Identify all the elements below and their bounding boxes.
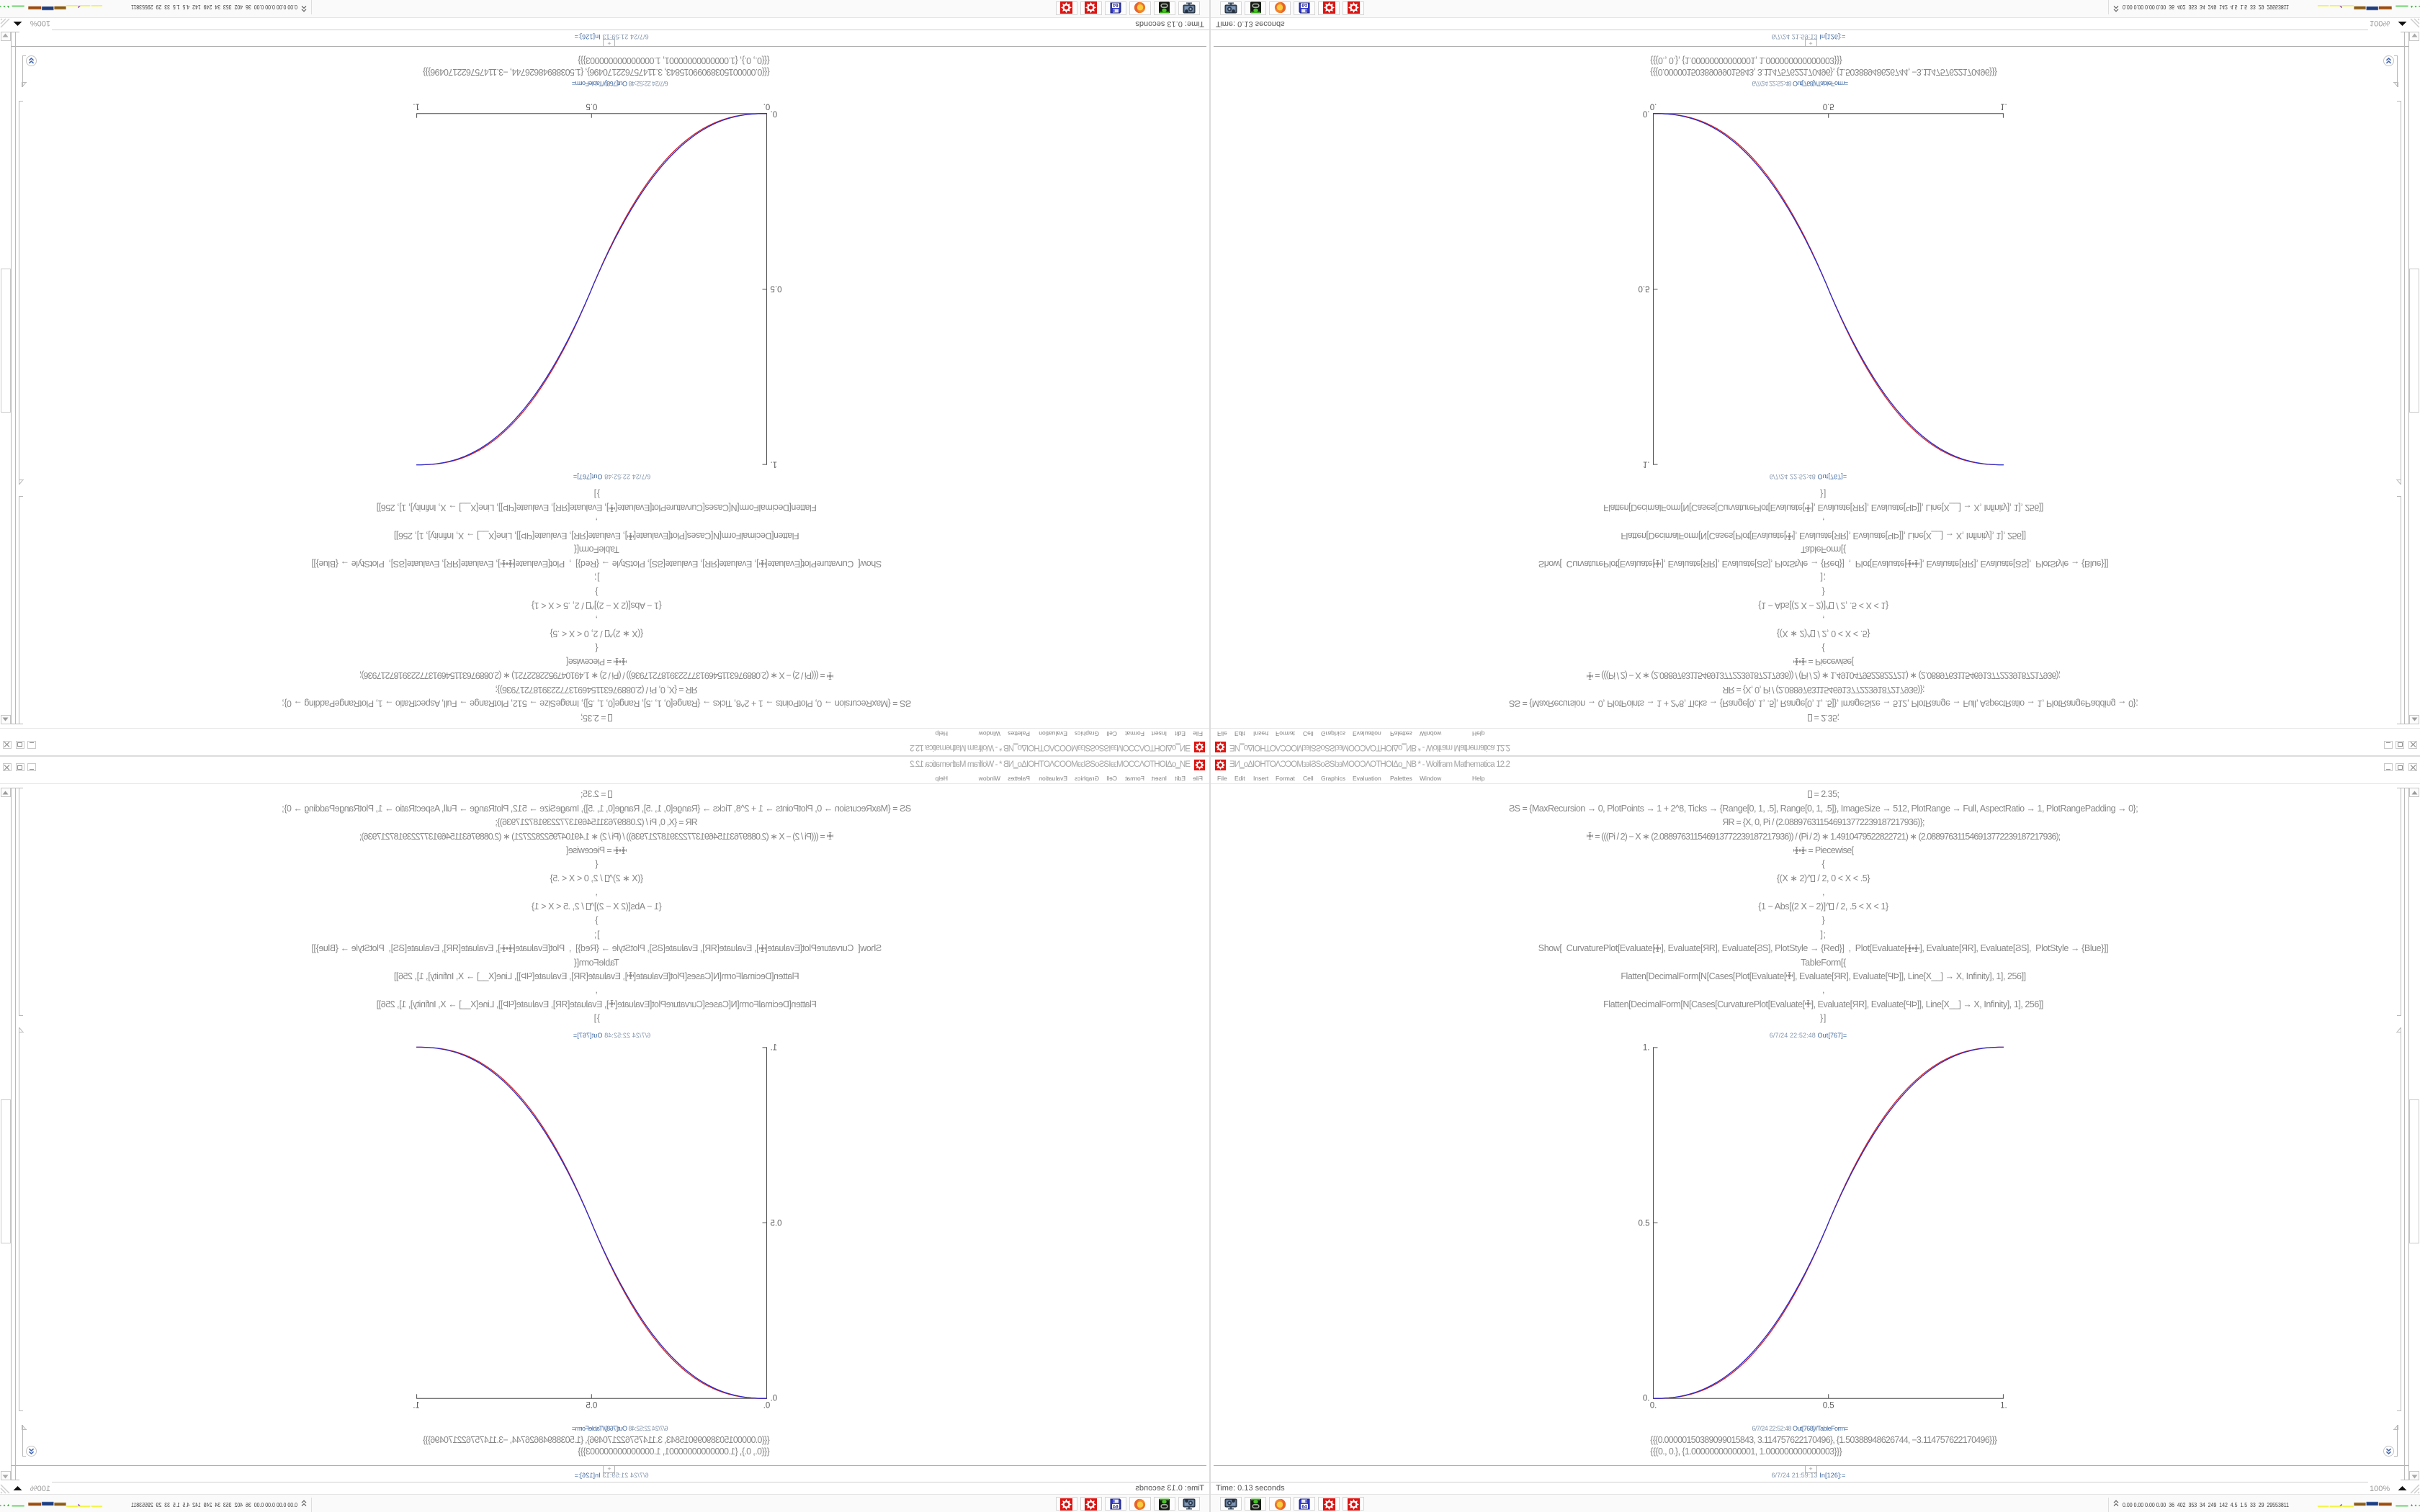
svg-text:1.: 1.: [413, 102, 420, 111]
svg-text:1.: 1.: [1643, 1043, 1650, 1052]
svg-text:1.: 1.: [771, 460, 778, 469]
svg-text:0.5: 0.5: [1823, 1401, 1834, 1410]
svg-text:0.: 0.: [771, 1394, 778, 1403]
svg-text:0.: 0.: [763, 102, 771, 111]
svg-text:1.: 1.: [2000, 102, 2007, 111]
svg-text:0.5: 0.5: [1823, 102, 1834, 111]
svg-text:64: 64: [1113, 2, 1119, 7]
svg-text:1.: 1.: [413, 1401, 420, 1410]
svg-text:1.: 1.: [2000, 1401, 2007, 1410]
svg-text:64: 64: [1301, 1505, 1307, 1510]
svg-text:0.5: 0.5: [586, 102, 597, 111]
svg-text:0.5: 0.5: [1639, 1219, 1650, 1228]
svg-text:0.5: 0.5: [771, 1219, 782, 1228]
svg-text:0.: 0.: [763, 1401, 771, 1410]
svg-text:64: 64: [1301, 2, 1307, 7]
svg-text:0.: 0.: [771, 109, 778, 118]
svg-text:64: 64: [1113, 1505, 1119, 1510]
svg-text:1.: 1.: [771, 1043, 778, 1052]
svg-text:0.: 0.: [1643, 1394, 1650, 1403]
svg-text:0.: 0.: [1650, 102, 1657, 111]
svg-text:0.: 0.: [1650, 1401, 1657, 1410]
svg-text:1.: 1.: [1643, 460, 1650, 469]
svg-text:0.: 0.: [1643, 109, 1650, 118]
svg-text:0.5: 0.5: [1639, 284, 1650, 293]
svg-text:0.5: 0.5: [586, 1401, 597, 1410]
svg-text:0.5: 0.5: [771, 284, 782, 293]
